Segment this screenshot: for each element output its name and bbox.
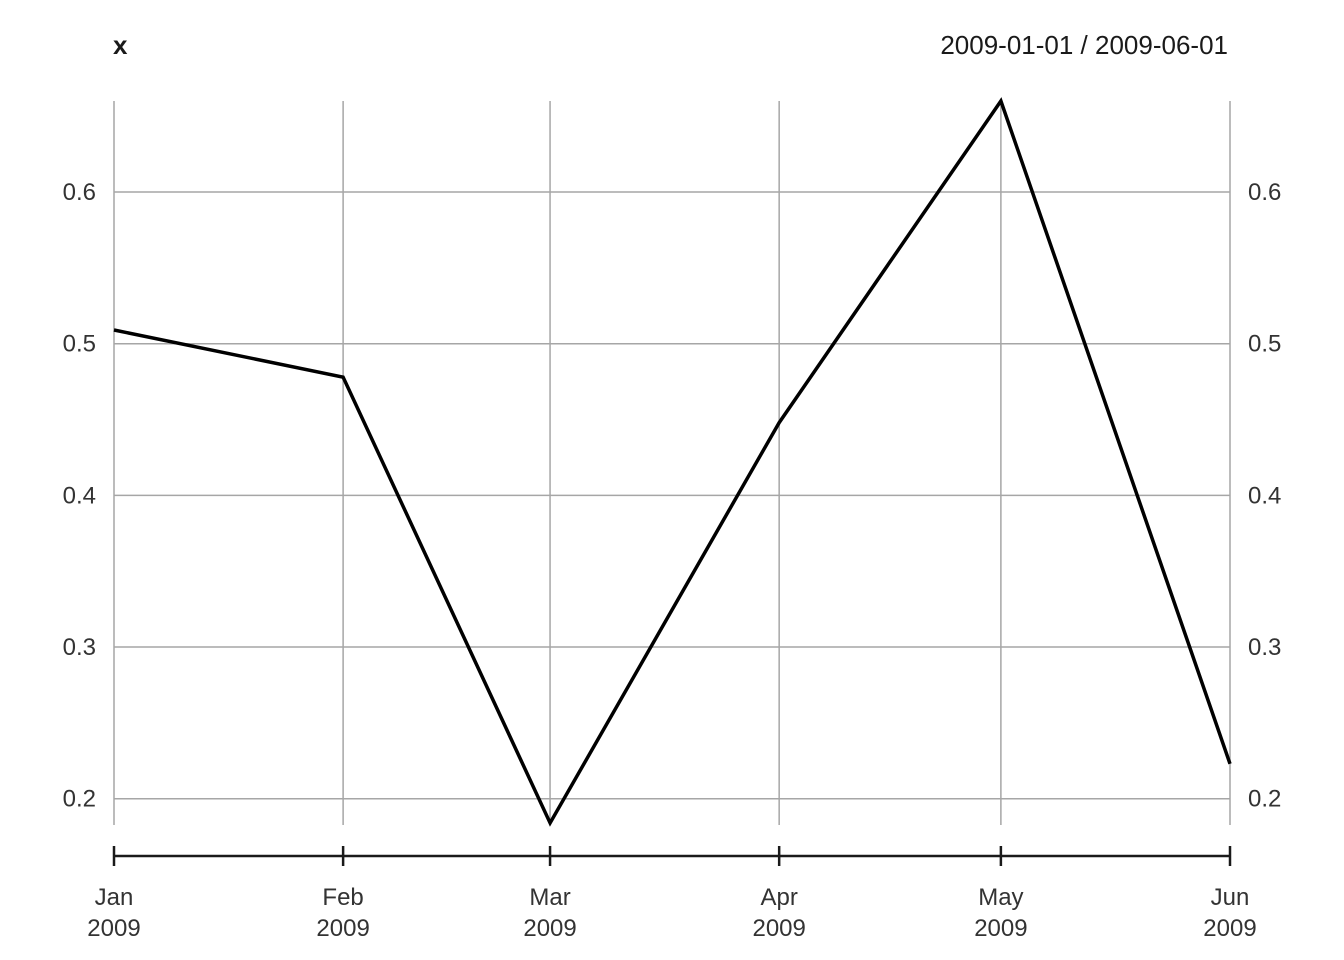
x-tick-label-month: Apr bbox=[760, 884, 797, 911]
x-tick-label-month: Jan bbox=[95, 884, 134, 911]
x-axis: Jan 2009 Feb 2009 Mar 2009 Apr 2009 May 2009 Jun 20… bbox=[87, 846, 1257, 942]
grid bbox=[113, 101, 1231, 825]
x-tick-label-year: 2009 bbox=[974, 915, 1027, 942]
x-tick-label-year: 2009 bbox=[87, 915, 140, 942]
y-tick-label: 0.4 bbox=[63, 482, 96, 509]
x-tick-label-year: 2009 bbox=[1203, 915, 1256, 942]
y-tick-label-right: 0.4 bbox=[1248, 482, 1281, 509]
series-line bbox=[113, 97, 1232, 827]
y-tick-label-right: 0.5 bbox=[1248, 331, 1281, 358]
date-range-label: 2009-01-01 / 2009-06-01 bbox=[940, 30, 1228, 60]
y-axis-right: 0.2 0.3 0.4 0.5 0.6 bbox=[1248, 179, 1281, 813]
y-tick-label-right: 0.6 bbox=[1248, 179, 1281, 206]
y-axis-left: 0.2 0.3 0.4 0.5 0.6 bbox=[63, 179, 96, 813]
y-tick-label: 0.5 bbox=[63, 331, 96, 358]
series-layer bbox=[113, 97, 1232, 827]
x-tick-label-year: 2009 bbox=[752, 915, 805, 942]
y-tick-label: 0.3 bbox=[63, 634, 96, 661]
x-tick-label-month: May bbox=[978, 884, 1023, 911]
x-tick-label-year: 2009 bbox=[523, 915, 576, 942]
x-tick-label-month: Jun bbox=[1211, 884, 1250, 911]
y-tick-label-right: 0.3 bbox=[1248, 634, 1281, 661]
x-tick-label-year: 2009 bbox=[316, 915, 369, 942]
chart-title: x bbox=[113, 30, 128, 60]
x-tick-label-month: Mar bbox=[529, 884, 570, 911]
y-tick-label-right: 0.2 bbox=[1248, 786, 1281, 813]
x-tick-label-month: Feb bbox=[322, 884, 363, 911]
y-tick-label: 0.6 bbox=[63, 179, 96, 206]
y-tick-label: 0.2 bbox=[63, 786, 96, 813]
